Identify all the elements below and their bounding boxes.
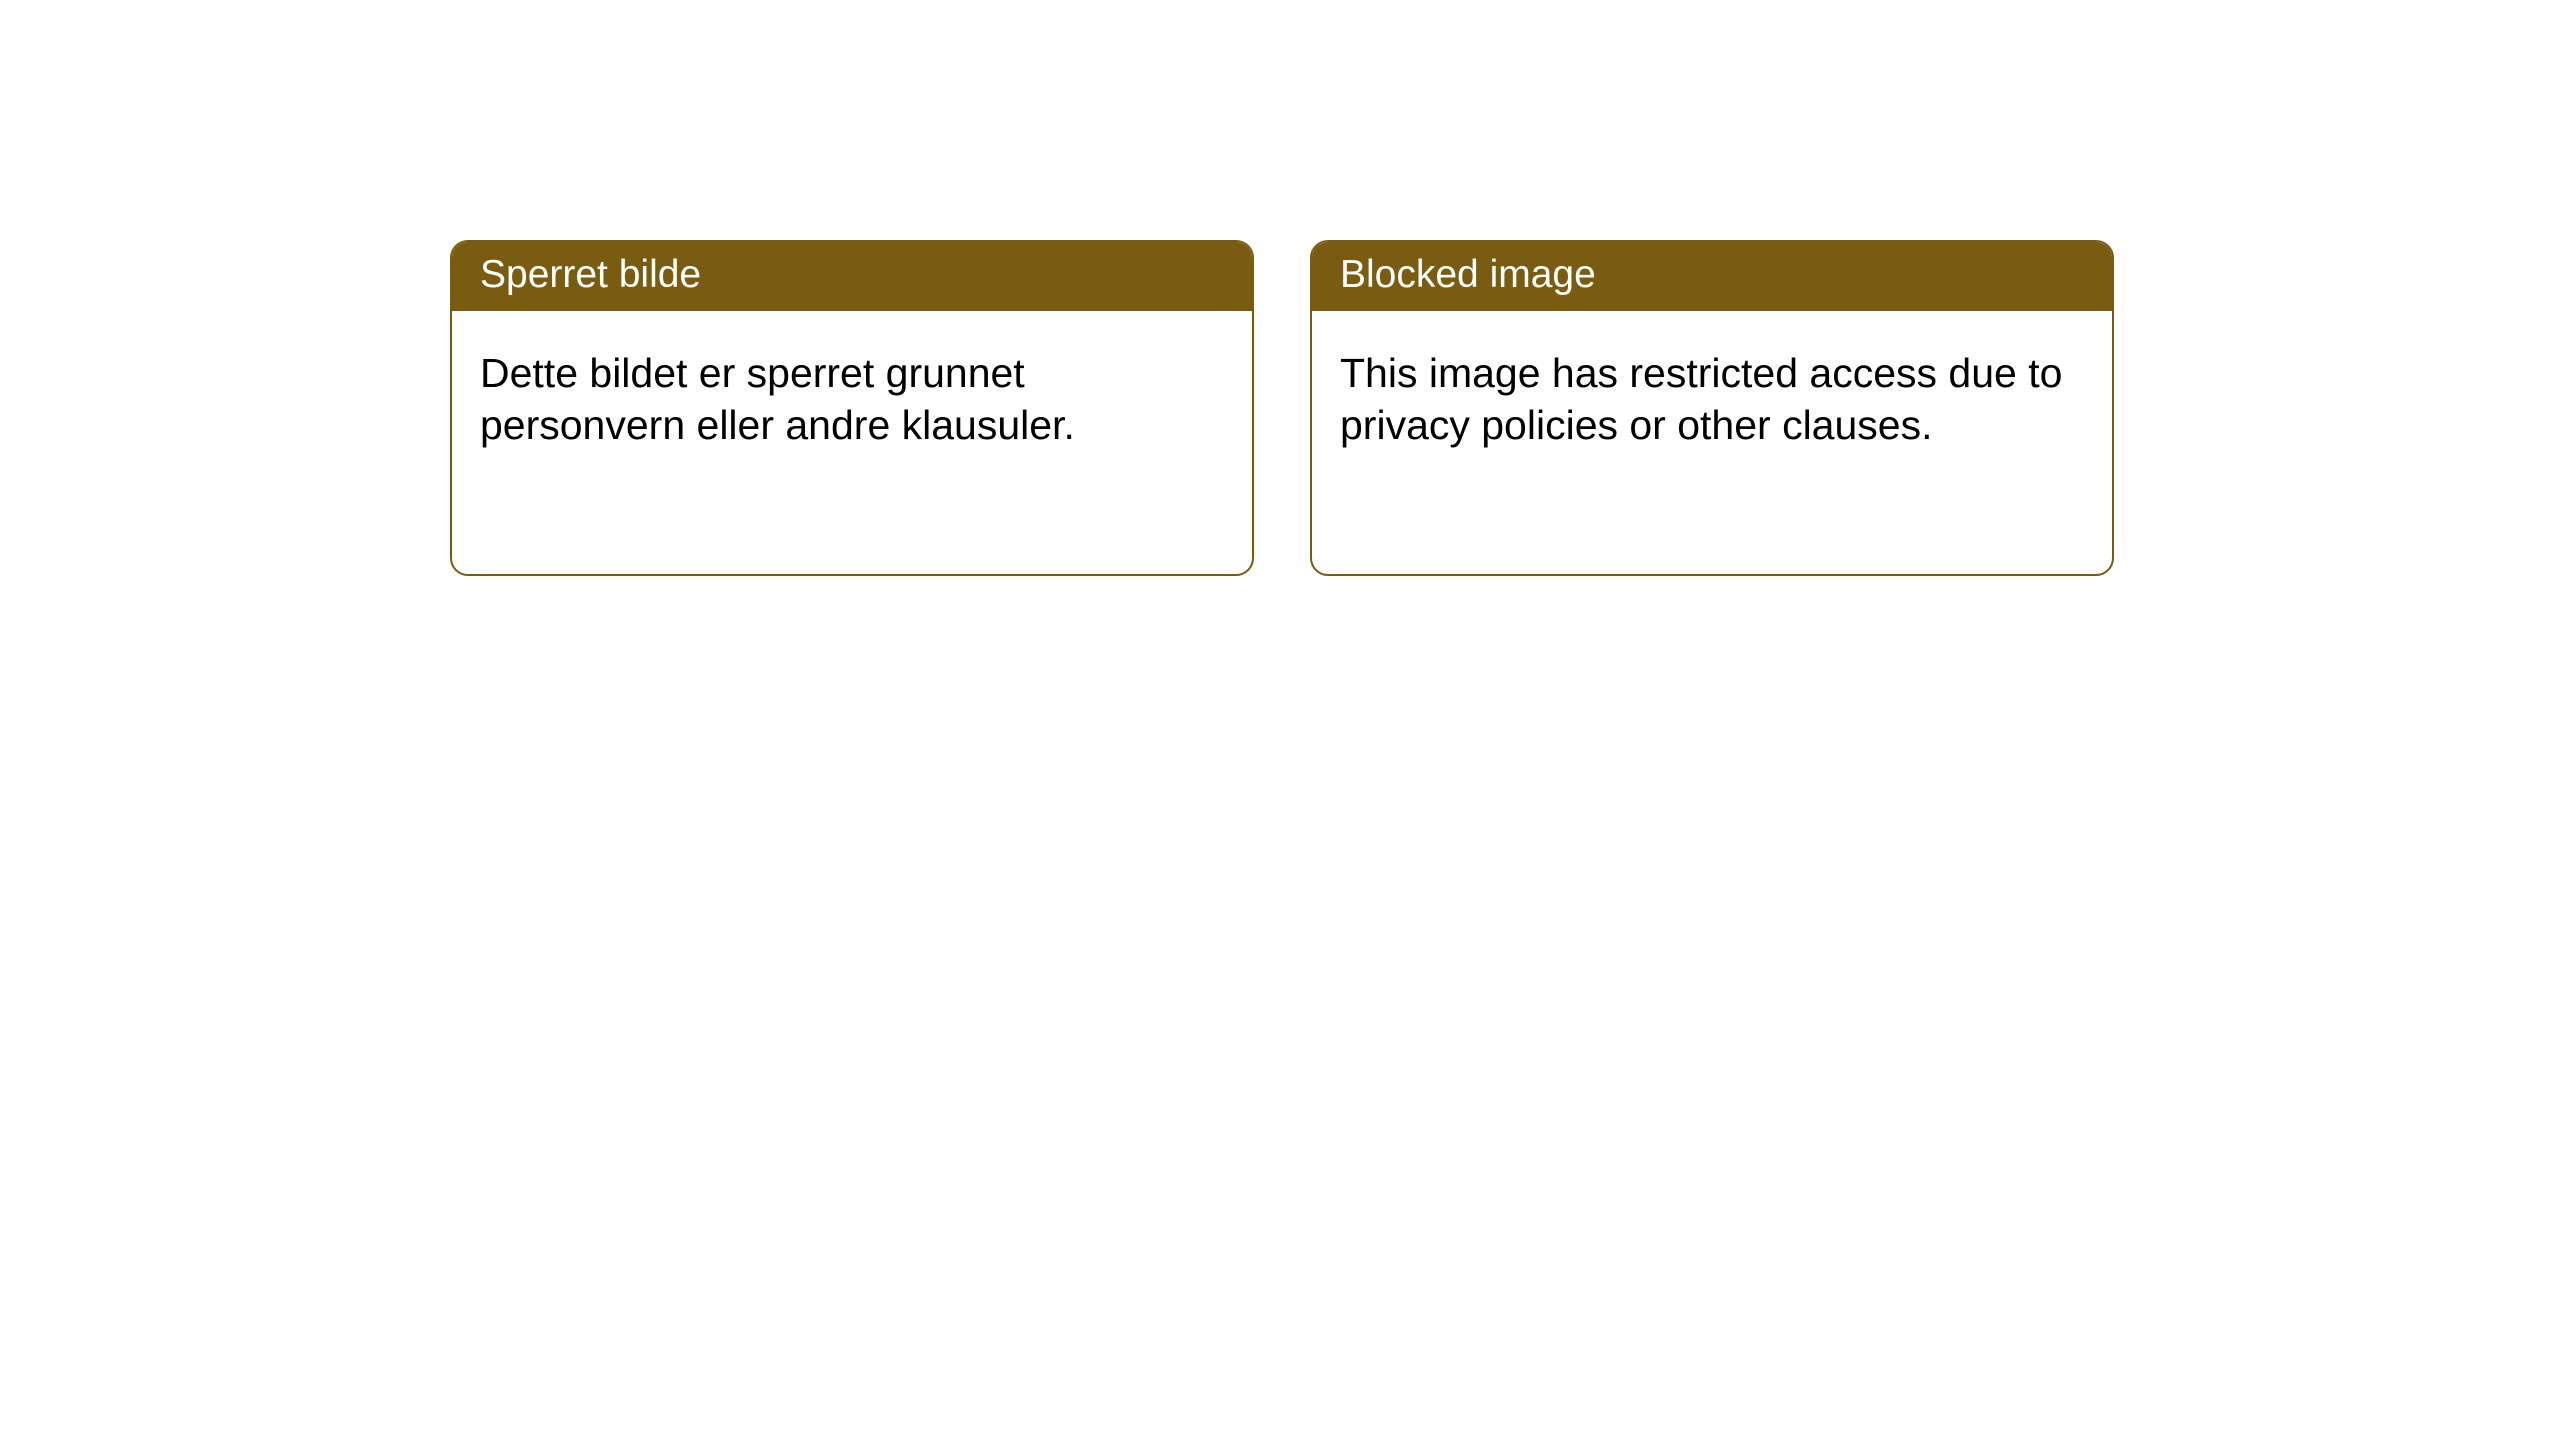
- card-body-en: This image has restricted access due to …: [1312, 311, 2112, 476]
- card-header-en: Blocked image: [1312, 242, 2112, 311]
- card-header-no: Sperret bilde: [452, 242, 1252, 311]
- card-body-no: Dette bildet er sperret grunnet personve…: [452, 311, 1252, 476]
- blocked-image-card-no: Sperret bilde Dette bildet er sperret gr…: [450, 240, 1254, 576]
- blocked-image-card-en: Blocked image This image has restricted …: [1310, 240, 2114, 576]
- notice-container: Sperret bilde Dette bildet er sperret gr…: [0, 0, 2560, 576]
